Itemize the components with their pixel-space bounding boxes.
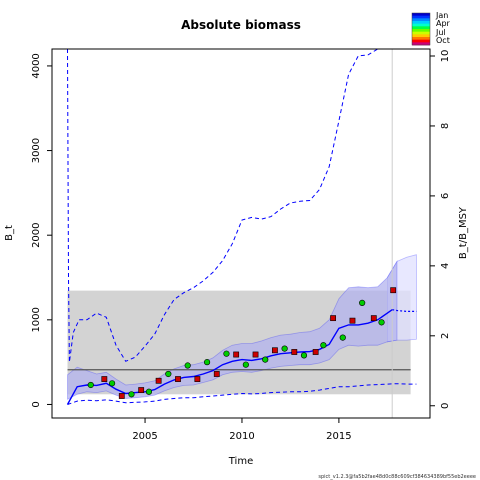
y-right-axis-ticks: 0 2 4 6 8 10 — [430, 50, 451, 409]
index1-point — [349, 317, 356, 324]
index1-point — [175, 376, 181, 382]
index1-point — [291, 349, 298, 355]
index2-point — [339, 334, 346, 341]
y-right-tick-label: 4 — [440, 263, 451, 269]
index2-point — [108, 380, 116, 387]
index2-point — [203, 359, 211, 366]
y-tick-label: 1000 — [31, 307, 42, 332]
plot-frame — [51, 48, 431, 419]
index1-point — [390, 287, 397, 294]
version-footer: spict_v1.2.3@fa5b2fae48d0c88c609cf384634… — [318, 474, 476, 480]
y-right-tick-label: 10 — [440, 50, 451, 63]
index1-point — [194, 376, 201, 382]
pi-lower-line — [67, 383, 417, 405]
index2-point — [320, 342, 327, 349]
index2-point — [281, 345, 288, 352]
legend-swatch — [412, 42, 430, 46]
legend-swatch — [412, 37, 430, 41]
index1-point — [233, 351, 240, 358]
legend-swatch — [412, 21, 430, 25]
y-right-tick-label: 2 — [440, 333, 451, 339]
month-legend: Jan Apr Jul Oct — [411, 11, 451, 46]
legend-swatch — [412, 29, 430, 33]
index2-point — [359, 299, 366, 306]
biomass-median-line — [66, 309, 393, 405]
y-axis-label: B_t — [4, 225, 15, 241]
index2-point — [184, 362, 191, 369]
index1-point — [330, 315, 336, 322]
index2-point — [300, 352, 308, 359]
index2-point — [145, 388, 153, 395]
x-axis-ticks: 2005 2010 2015 — [132, 418, 352, 442]
y-right-tick-label: 0 — [440, 403, 451, 409]
legend-swatch — [412, 39, 430, 43]
index2-point — [242, 361, 249, 368]
index2-point — [378, 319, 385, 326]
index2-point — [223, 350, 230, 357]
index1-point — [252, 351, 259, 358]
index1-point — [118, 393, 125, 399]
x-tick-label: 2005 — [132, 431, 157, 442]
x-axis-label: Time — [228, 456, 253, 467]
index2-point — [262, 356, 269, 363]
legend-swatch — [412, 34, 430, 38]
legend-label-jul: Jul — [435, 28, 446, 37]
index1-point — [370, 315, 377, 322]
index1-point — [272, 347, 278, 354]
pi-upper-line — [67, 48, 417, 363]
x-tick-label: 2010 — [229, 431, 254, 442]
y-right-tick-label: 8 — [440, 123, 451, 129]
legend-bar-border — [411, 12, 431, 46]
biomass-ci-band — [67, 259, 398, 401]
y-tick-label: 0 — [31, 401, 42, 407]
y-tick-label: 4000 — [31, 53, 42, 78]
y-axis-ticks: 0 1000 2000 3000 4000 — [31, 53, 52, 408]
legend-swatch — [412, 18, 430, 22]
index2-point — [128, 391, 135, 398]
biomass-forecast-line — [392, 309, 417, 312]
y-tick-label: 3000 — [31, 138, 42, 163]
y-tick-label: 2000 — [31, 222, 42, 247]
index1-point — [155, 377, 162, 384]
index1-point — [213, 371, 220, 377]
legend-swatch — [412, 26, 430, 30]
legend-swatch — [412, 23, 430, 27]
legend-label-jan: Jan — [435, 11, 448, 20]
legend-swatch — [412, 13, 430, 17]
plot-layer — [66, 48, 417, 418]
legend-swatch — [412, 15, 430, 19]
index1-point — [101, 376, 108, 382]
index2-point — [165, 370, 172, 378]
index1-point — [312, 349, 319, 355]
legend-swatch — [412, 31, 430, 35]
legend-color-bar — [411, 12, 431, 46]
legend-label-oct: Oct — [436, 36, 450, 45]
legend-label-apr: Apr — [436, 19, 451, 28]
y-right-tick-label: 6 — [440, 193, 451, 199]
index2-point — [87, 381, 94, 389]
y-right-axis-label: B_t/B_MSY — [458, 206, 469, 259]
x-tick-label: 2015 — [326, 431, 351, 442]
index1-point — [138, 387, 145, 393]
chart-title: Absolute biomass — [181, 18, 301, 32]
